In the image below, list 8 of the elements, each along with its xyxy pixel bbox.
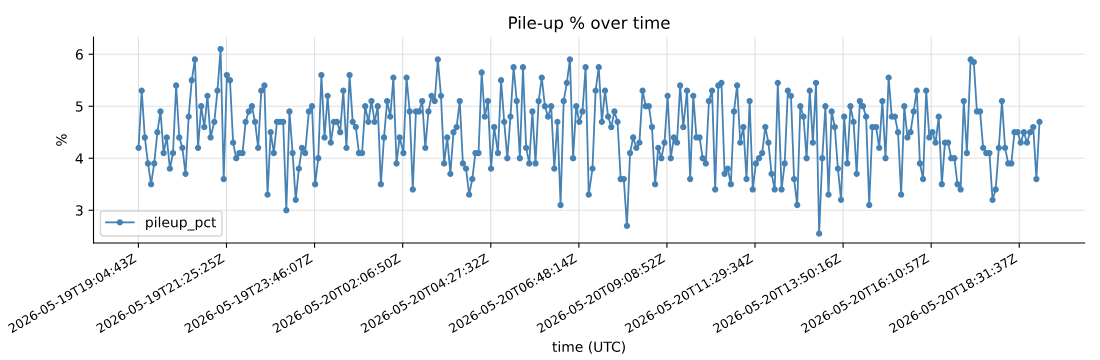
x-axis-title: time (UTC): [552, 341, 625, 354]
legend-label: pileup_pct: [146, 216, 217, 231]
y-axis-title: %: [56, 134, 67, 146]
chart-title: Pile-up % over time: [509, 16, 670, 33]
y-tick-label: 4: [75, 153, 83, 164]
y-tick-label: 5: [76, 101, 83, 112]
y-tick-label: 6: [75, 49, 83, 60]
y-tick-label: 3: [76, 205, 83, 216]
